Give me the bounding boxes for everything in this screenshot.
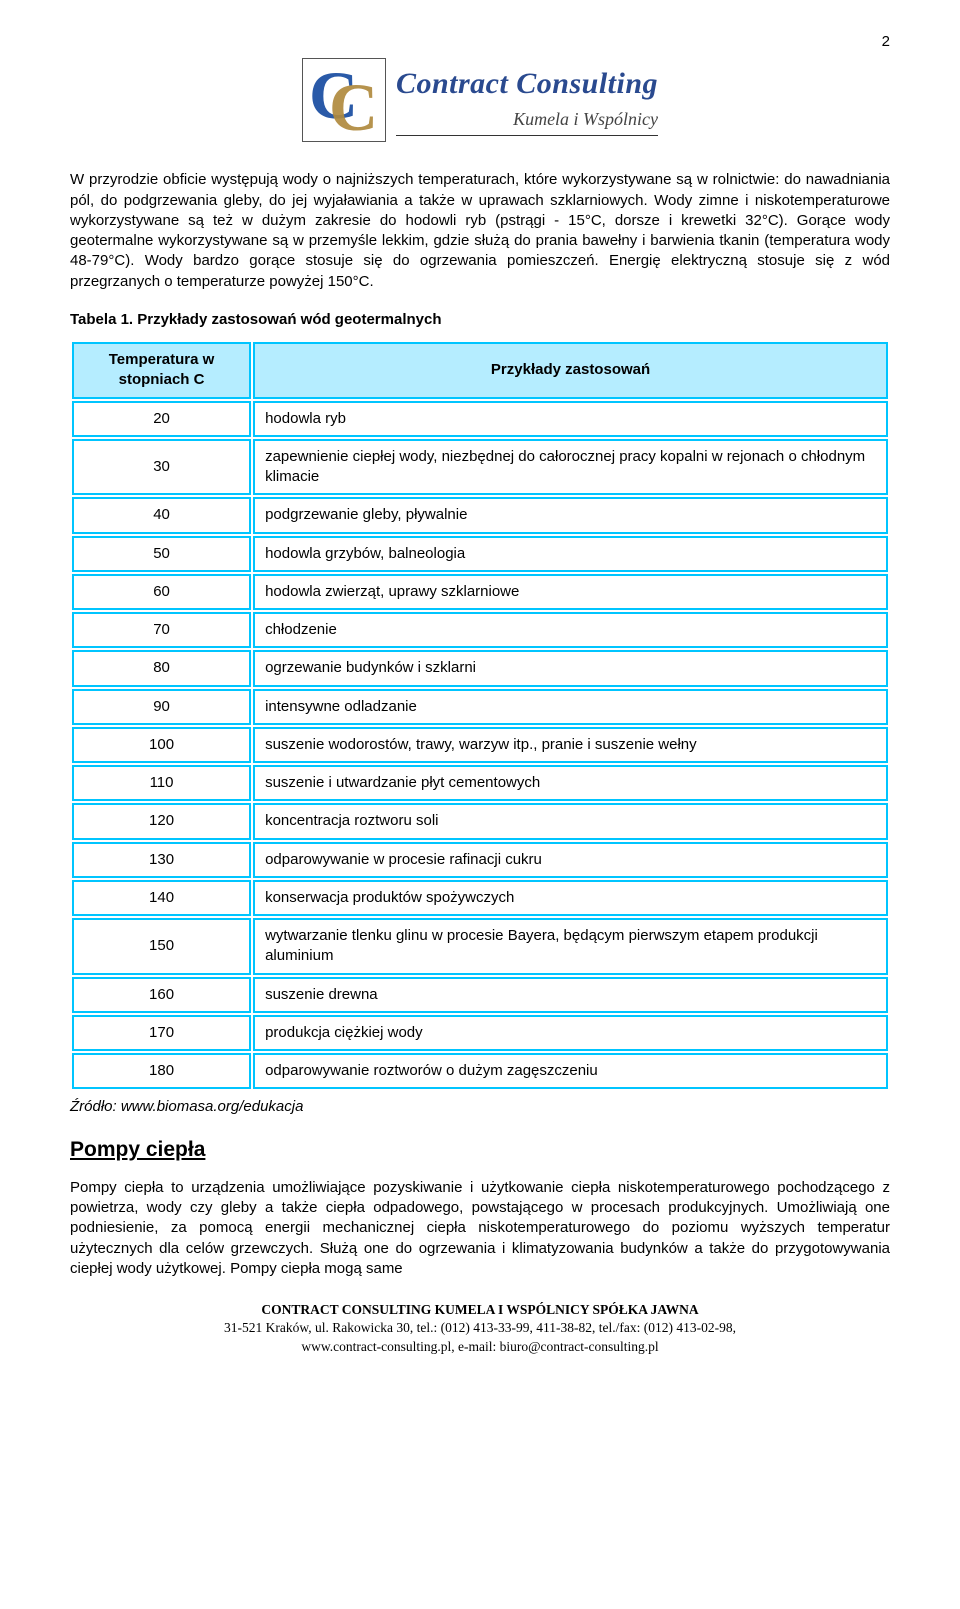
cell-use: hodowla ryb [253,401,888,437]
logo-icon: CC [302,58,386,142]
cell-temperature: 40 [72,497,251,533]
logo-company-name: Contract Consulting [396,64,658,105]
cell-temperature: 70 [72,612,251,648]
table-row: 60hodowla zwierząt, uprawy szklarniowe [72,574,888,610]
table-row: 70chłodzenie [72,612,888,648]
cell-temperature: 50 [72,536,251,572]
cell-temperature: 80 [72,650,251,686]
cell-temperature: 100 [72,727,251,763]
section-heading-pompy-ciepla: Pompy ciepła [70,1136,890,1164]
table-row: 20hodowla ryb [72,401,888,437]
table-body: 20hodowla ryb30zapewnienie ciepłej wody,… [72,401,888,1090]
cell-temperature: 20 [72,401,251,437]
table-row: 130odparowywanie w procesie rafinacji cu… [72,842,888,878]
company-logo-block: CC Contract Consulting Kumela i Wspólnic… [70,58,890,142]
footer-company: CONTRACT CONSULTING KUMELA I WSPÓLNICY S… [70,1301,890,1319]
cell-use: suszenie i utwardzanie płyt cementowych [253,765,888,801]
table-header-temperature: Temperatura w stopniach C [72,342,251,399]
cell-use: suszenie wodorostów, trawy, warzyw itp.,… [253,727,888,763]
pompy-ciepla-paragraph: Pompy ciepła to urządzenia umożliwiające… [70,1178,890,1279]
cell-use: hodowla grzybów, balneologia [253,536,888,572]
table-row: 160suszenie drewna [72,977,888,1013]
footer-address: 31-521 Kraków, ul. Rakowicka 30, tel.: (… [70,1319,890,1337]
table-row: 150wytwarzanie tlenku glinu w procesie B… [72,918,888,975]
footer-contact: www.contract-consulting.pl, e-mail: biur… [70,1338,890,1356]
table-row: 100suszenie wodorostów, trawy, warzyw it… [72,727,888,763]
cell-temperature: 150 [72,918,251,975]
logo-text: Contract Consulting Kumela i Wspólnicy [396,64,658,136]
cell-use: hodowla zwierząt, uprawy szklarniowe [253,574,888,610]
table-row: 90intensywne odladzanie [72,689,888,725]
table-caption: Tabela 1. Przykłady zastosowań wód geote… [70,310,890,330]
cell-temperature: 140 [72,880,251,916]
table-source: Źródło: www.biomasa.org/edukacja [70,1097,890,1117]
cell-temperature: 110 [72,765,251,801]
table-row: 120koncentracja roztworu soli [72,803,888,839]
cell-use: ogrzewanie budynków i szklarni [253,650,888,686]
cell-temperature: 180 [72,1053,251,1089]
cell-use: wytwarzanie tlenku glinu w procesie Baye… [253,918,888,975]
cell-use: intensywne odladzanie [253,689,888,725]
table-row: 110suszenie i utwardzanie płyt cementowy… [72,765,888,801]
table-row: 30zapewnienie ciepłej wody, niezbędnej d… [72,439,888,496]
table-row: 140konserwacja produktów spożywczych [72,880,888,916]
cell-use: zapewnienie ciepłej wody, niezbędnej do … [253,439,888,496]
logo-company-subtitle: Kumela i Wspólnicy [396,107,658,131]
cell-use: chłodzenie [253,612,888,648]
cell-temperature: 130 [72,842,251,878]
table-row: 170produkcja ciężkiej wody [72,1015,888,1051]
table-row: 40podgrzewanie gleby, pływalnie [72,497,888,533]
cell-use: odparowywanie roztworów o dużym zagęszcz… [253,1053,888,1089]
cell-temperature: 90 [72,689,251,725]
cell-temperature: 30 [72,439,251,496]
intro-paragraph: W przyrodzie obficie występują wody o na… [70,170,890,292]
cell-temperature: 120 [72,803,251,839]
cell-temperature: 170 [72,1015,251,1051]
table-row: 180odparowywanie roztworów o dużym zagęs… [72,1053,888,1089]
geothermal-uses-table: Temperatura w stopniach C Przykłady zast… [70,340,890,1091]
table-row: 80ogrzewanie budynków i szklarni [72,650,888,686]
cell-use: odparowywanie w procesie rafinacji cukru [253,842,888,878]
cell-use: konserwacja produktów spożywczych [253,880,888,916]
table-header-uses: Przykłady zastosowań [253,342,888,399]
page-number: 2 [70,32,890,52]
cell-temperature: 160 [72,977,251,1013]
cell-use: podgrzewanie gleby, pływalnie [253,497,888,533]
cell-use: suszenie drewna [253,977,888,1013]
cell-temperature: 60 [72,574,251,610]
cell-use: produkcja ciężkiej wody [253,1015,888,1051]
table-row: 50hodowla grzybów, balneologia [72,536,888,572]
cell-use: koncentracja roztworu soli [253,803,888,839]
page-footer: CONTRACT CONSULTING KUMELA I WSPÓLNICY S… [70,1301,890,1356]
